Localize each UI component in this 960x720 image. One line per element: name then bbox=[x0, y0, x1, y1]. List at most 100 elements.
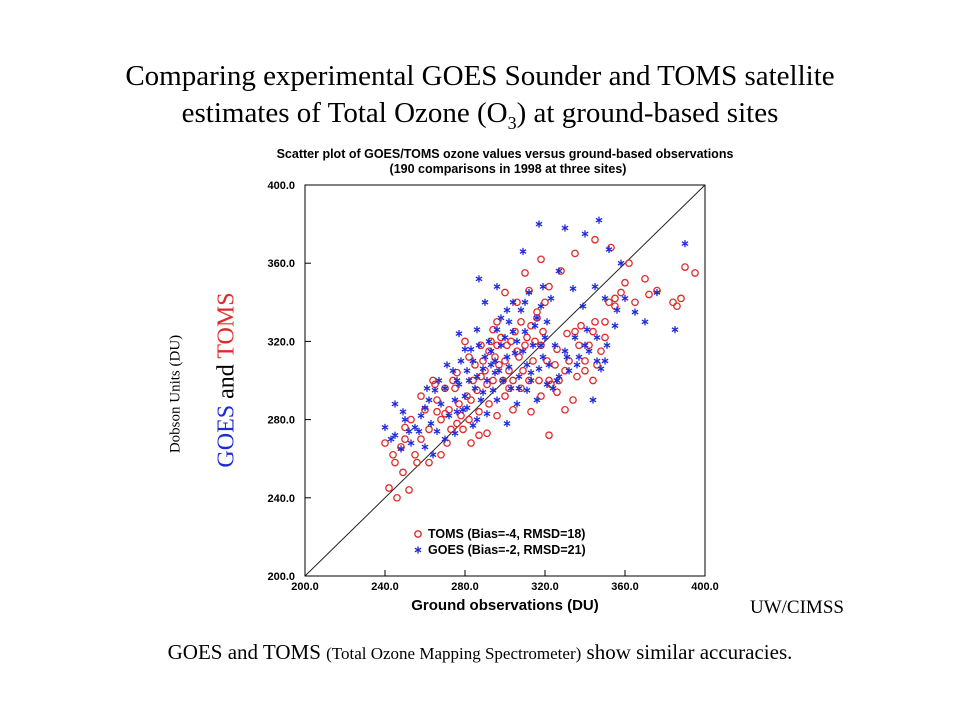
goes-point bbox=[471, 384, 479, 392]
goes-point bbox=[543, 380, 551, 389]
toms-point bbox=[441, 409, 449, 418]
goes-point bbox=[451, 429, 459, 437]
toms-point bbox=[537, 255, 545, 264]
y-label-goes: GOES bbox=[213, 404, 240, 468]
toms-point bbox=[621, 278, 629, 287]
toms-point bbox=[605, 298, 613, 307]
goes-point bbox=[497, 341, 505, 349]
x-tick-label: 280.0 bbox=[451, 581, 479, 593]
toms-point bbox=[673, 302, 681, 311]
toms-point bbox=[597, 347, 605, 356]
goes-point bbox=[423, 384, 431, 392]
goes-point bbox=[641, 318, 649, 326]
goes-point bbox=[421, 443, 429, 451]
goes-point bbox=[469, 357, 477, 365]
y-label-toms: TOMS bbox=[213, 292, 240, 359]
toms-point bbox=[503, 341, 511, 350]
toms-point bbox=[417, 392, 425, 400]
toms-point bbox=[601, 317, 609, 326]
goes-point bbox=[475, 275, 483, 283]
toms-point bbox=[461, 337, 469, 346]
toms-point bbox=[571, 327, 579, 336]
toms-point bbox=[477, 372, 485, 381]
toms-point bbox=[453, 368, 461, 377]
goes-point bbox=[591, 283, 599, 291]
goes-point bbox=[581, 230, 589, 238]
goes-point bbox=[425, 396, 433, 404]
goes-point bbox=[387, 435, 395, 443]
toms-point bbox=[493, 411, 501, 420]
toms-point bbox=[581, 366, 589, 375]
goes-point bbox=[463, 367, 471, 375]
chart-title: Scatter plot of GOES/TOMS ozone values v… bbox=[277, 147, 734, 161]
goes-point bbox=[499, 376, 507, 385]
goes-point bbox=[523, 386, 531, 394]
toms-point bbox=[545, 282, 553, 291]
goes-point bbox=[467, 345, 475, 353]
goes-point bbox=[527, 376, 535, 385]
goes-point bbox=[445, 412, 453, 420]
legend: TOMS (Bias=-4, RMSD=18) GOES (Bias=-2, R… bbox=[414, 527, 586, 557]
toms-point bbox=[425, 458, 433, 467]
goes-point bbox=[573, 361, 581, 369]
goes-point bbox=[511, 349, 519, 357]
goes-point bbox=[503, 353, 511, 361]
goes-point bbox=[441, 384, 449, 392]
goes-point bbox=[473, 416, 481, 424]
goes-point bbox=[561, 224, 569, 232]
toms-point bbox=[407, 415, 415, 424]
goes-point bbox=[437, 400, 445, 408]
goes-point bbox=[531, 322, 539, 330]
plot-frame bbox=[304, 184, 706, 577]
toms-point bbox=[433, 396, 441, 404]
goes-point bbox=[429, 451, 437, 459]
goes-point bbox=[401, 416, 409, 424]
y-axis-ticks: 200.0 240.0 280.0 320.0 360.0 400.0 bbox=[267, 180, 311, 583]
goes-point bbox=[493, 396, 501, 404]
goes-point bbox=[579, 302, 587, 310]
goes-point bbox=[381, 423, 389, 432]
goes-point bbox=[529, 341, 537, 349]
goes-point bbox=[653, 288, 661, 297]
toms-point bbox=[677, 294, 685, 303]
goes-point bbox=[407, 439, 415, 447]
toms-point bbox=[391, 458, 399, 467]
toms-point bbox=[447, 425, 455, 434]
goes-point bbox=[503, 306, 511, 314]
goes-point bbox=[503, 419, 511, 428]
goes-point bbox=[549, 384, 557, 392]
goes-point bbox=[461, 345, 469, 353]
x-tick-label: 400.0 bbox=[691, 581, 719, 593]
goes-point bbox=[561, 347, 569, 355]
goes-point bbox=[483, 410, 491, 418]
toms-point bbox=[521, 269, 529, 277]
y-tick-label: 360.0 bbox=[267, 258, 295, 270]
goes-point bbox=[519, 347, 527, 355]
toms-point bbox=[465, 415, 473, 424]
goes-point bbox=[521, 328, 529, 336]
slide-title: Comparing experimental GOES Sounder and … bbox=[0, 58, 960, 142]
toms-point bbox=[645, 290, 653, 299]
goes-point bbox=[581, 341, 589, 349]
goes-point bbox=[473, 372, 481, 381]
toms-point bbox=[641, 274, 649, 283]
toms-point bbox=[493, 341, 501, 350]
toms-point bbox=[519, 366, 527, 375]
toms-point bbox=[483, 429, 491, 438]
toms-point bbox=[611, 294, 619, 303]
toms-point bbox=[573, 372, 581, 381]
y-tick-label: 400.0 bbox=[267, 180, 295, 192]
toms-point bbox=[537, 392, 545, 400]
goes-point bbox=[493, 283, 501, 291]
title-line-1: Comparing experimental GOES Sounder and … bbox=[125, 60, 835, 92]
y-axis-series-label: GOES and TOMS bbox=[214, 292, 241, 467]
toms-point bbox=[401, 423, 409, 432]
toms-point bbox=[437, 450, 445, 459]
legend-goes-label: GOES (Bias=-2, RMSD=21) bbox=[428, 543, 586, 557]
toms-point bbox=[489, 325, 497, 334]
goes-point bbox=[631, 308, 639, 316]
toms-point bbox=[581, 357, 589, 365]
y-tick-label: 320.0 bbox=[267, 336, 295, 348]
goes-point bbox=[545, 361, 553, 369]
